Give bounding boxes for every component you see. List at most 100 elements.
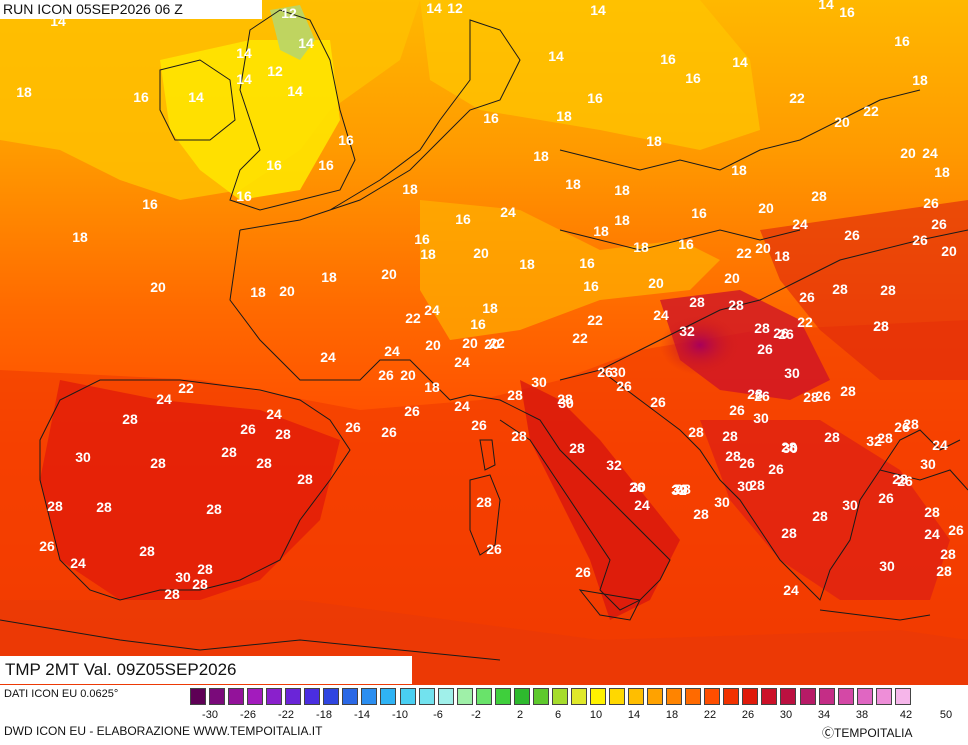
legend-swatch	[628, 688, 645, 705]
temperature-label: 28	[832, 281, 848, 297]
temperature-label: 28	[693, 506, 709, 522]
temperature-label: 12	[267, 63, 283, 79]
temperature-label: 18	[519, 256, 535, 272]
temperature-label: 14	[287, 83, 303, 99]
temperature-label: 24	[454, 398, 470, 414]
temperature-label: 30	[842, 497, 858, 513]
temperature-label: 20	[758, 200, 774, 216]
temperature-label: 18	[774, 248, 790, 264]
legend-swatch	[818, 688, 835, 705]
temperature-label: 26	[773, 325, 789, 341]
temperature-label: 26	[768, 461, 784, 477]
legend-tick: 18	[665, 709, 679, 721]
warm-zone-balkans	[700, 420, 950, 600]
temperature-label: 30	[782, 440, 798, 456]
temperature-label: 14	[818, 0, 834, 12]
temperature-label: 28	[812, 508, 828, 524]
warm-zone-italy	[520, 380, 680, 620]
temperature-label: 20	[484, 336, 500, 352]
temperature-label: 26	[729, 402, 745, 418]
temperature-label: 26	[39, 538, 55, 554]
temperature-label: 18	[934, 164, 950, 180]
temperature-label: 14	[548, 48, 564, 64]
temperature-label: 28	[507, 387, 523, 403]
legend-swatch	[742, 688, 759, 705]
legend-tick: 2	[516, 709, 524, 721]
temperature-label: 30	[672, 481, 688, 497]
temperature-label: 18	[912, 72, 928, 88]
temperature-label: 32	[606, 457, 622, 473]
coastlines	[0, 9, 968, 661]
temperature-label: 28	[206, 501, 222, 517]
legend-swatch	[609, 688, 626, 705]
color-legend	[190, 688, 914, 706]
temperature-label: 26	[815, 388, 831, 404]
temperature-label: 16	[583, 278, 599, 294]
temperature-label: 20	[755, 240, 771, 256]
temperature-label: 14	[236, 45, 252, 61]
legend-swatch	[780, 688, 797, 705]
legend-swatch	[437, 688, 454, 705]
legend-swatch	[190, 688, 206, 705]
legend-swatch	[532, 688, 549, 705]
temperature-label: 18	[556, 108, 572, 124]
temperature-label: 16	[685, 70, 701, 86]
warm-zone-iberia	[40, 380, 340, 600]
legend-tick: 6	[554, 709, 562, 721]
temperature-label: 24	[70, 555, 86, 571]
temperature-label: 18	[482, 300, 498, 316]
temperature-label: 26	[616, 378, 632, 394]
temperature-label: 14	[298, 35, 314, 51]
temperature-label: 28	[150, 455, 166, 471]
temperature-label: 24	[653, 307, 669, 323]
temperature-label: 32	[679, 323, 695, 339]
warm-zone-romania	[760, 200, 968, 380]
legend-tick: 30	[779, 709, 793, 721]
temperature-label: 22	[797, 314, 813, 330]
temperature-label: 14	[732, 54, 748, 70]
temperature-label: 20	[834, 114, 850, 130]
temperature-label: 14	[188, 89, 204, 105]
legend-swatch	[875, 688, 892, 705]
temperature-label: 18	[72, 229, 88, 245]
temperature-label: 28	[877, 430, 893, 446]
legend-tick: 26	[741, 709, 755, 721]
temperature-label: 22	[572, 330, 588, 346]
legend-swatch	[304, 688, 321, 705]
legend-swatch	[342, 688, 359, 705]
temperature-label: 20	[279, 283, 295, 299]
legend-swatch	[837, 688, 854, 705]
data-source-label: DATI ICON EU 0.0625°	[4, 688, 119, 700]
legend-swatch	[247, 688, 264, 705]
temperature-label: 28	[476, 494, 492, 510]
temperature-label: 28	[811, 188, 827, 204]
temperature-label: 20	[648, 275, 664, 291]
cool-zone-scotland	[270, 5, 315, 60]
temperature-label: 26	[486, 541, 502, 557]
temperature-label: 28	[747, 386, 763, 402]
temperature-label: 24	[932, 437, 948, 453]
temperature-label: 16	[338, 132, 354, 148]
temperature-label: 24	[454, 354, 470, 370]
legend-tick: 50	[939, 709, 953, 721]
temperature-label: 26	[404, 403, 420, 419]
run-header: RUN ICON 05SEP2026 06 Z	[0, 0, 262, 19]
temperature-label: 32	[866, 433, 882, 449]
temperature-label: 16	[318, 157, 334, 173]
legend-swatch	[209, 688, 226, 705]
temperature-label: 28	[569, 440, 585, 456]
temperature-label: 28	[903, 416, 919, 432]
temperature-label: 24	[924, 526, 940, 542]
legend-tick: 10	[589, 709, 603, 721]
temperature-label: 30	[784, 365, 800, 381]
temperature-label: 28	[722, 428, 738, 444]
temperature-label: 28	[749, 477, 765, 493]
temperature-label: 26	[897, 473, 913, 489]
legend-tick: 42	[899, 709, 913, 721]
legend-tick: -22	[278, 709, 294, 721]
copyright-label: ⒸTEMPOITALIA	[822, 726, 913, 740]
temperature-label: 28	[880, 282, 896, 298]
legend-swatch	[666, 688, 683, 705]
legend-tick: -26	[240, 709, 256, 721]
temperature-label: 28	[96, 499, 112, 515]
